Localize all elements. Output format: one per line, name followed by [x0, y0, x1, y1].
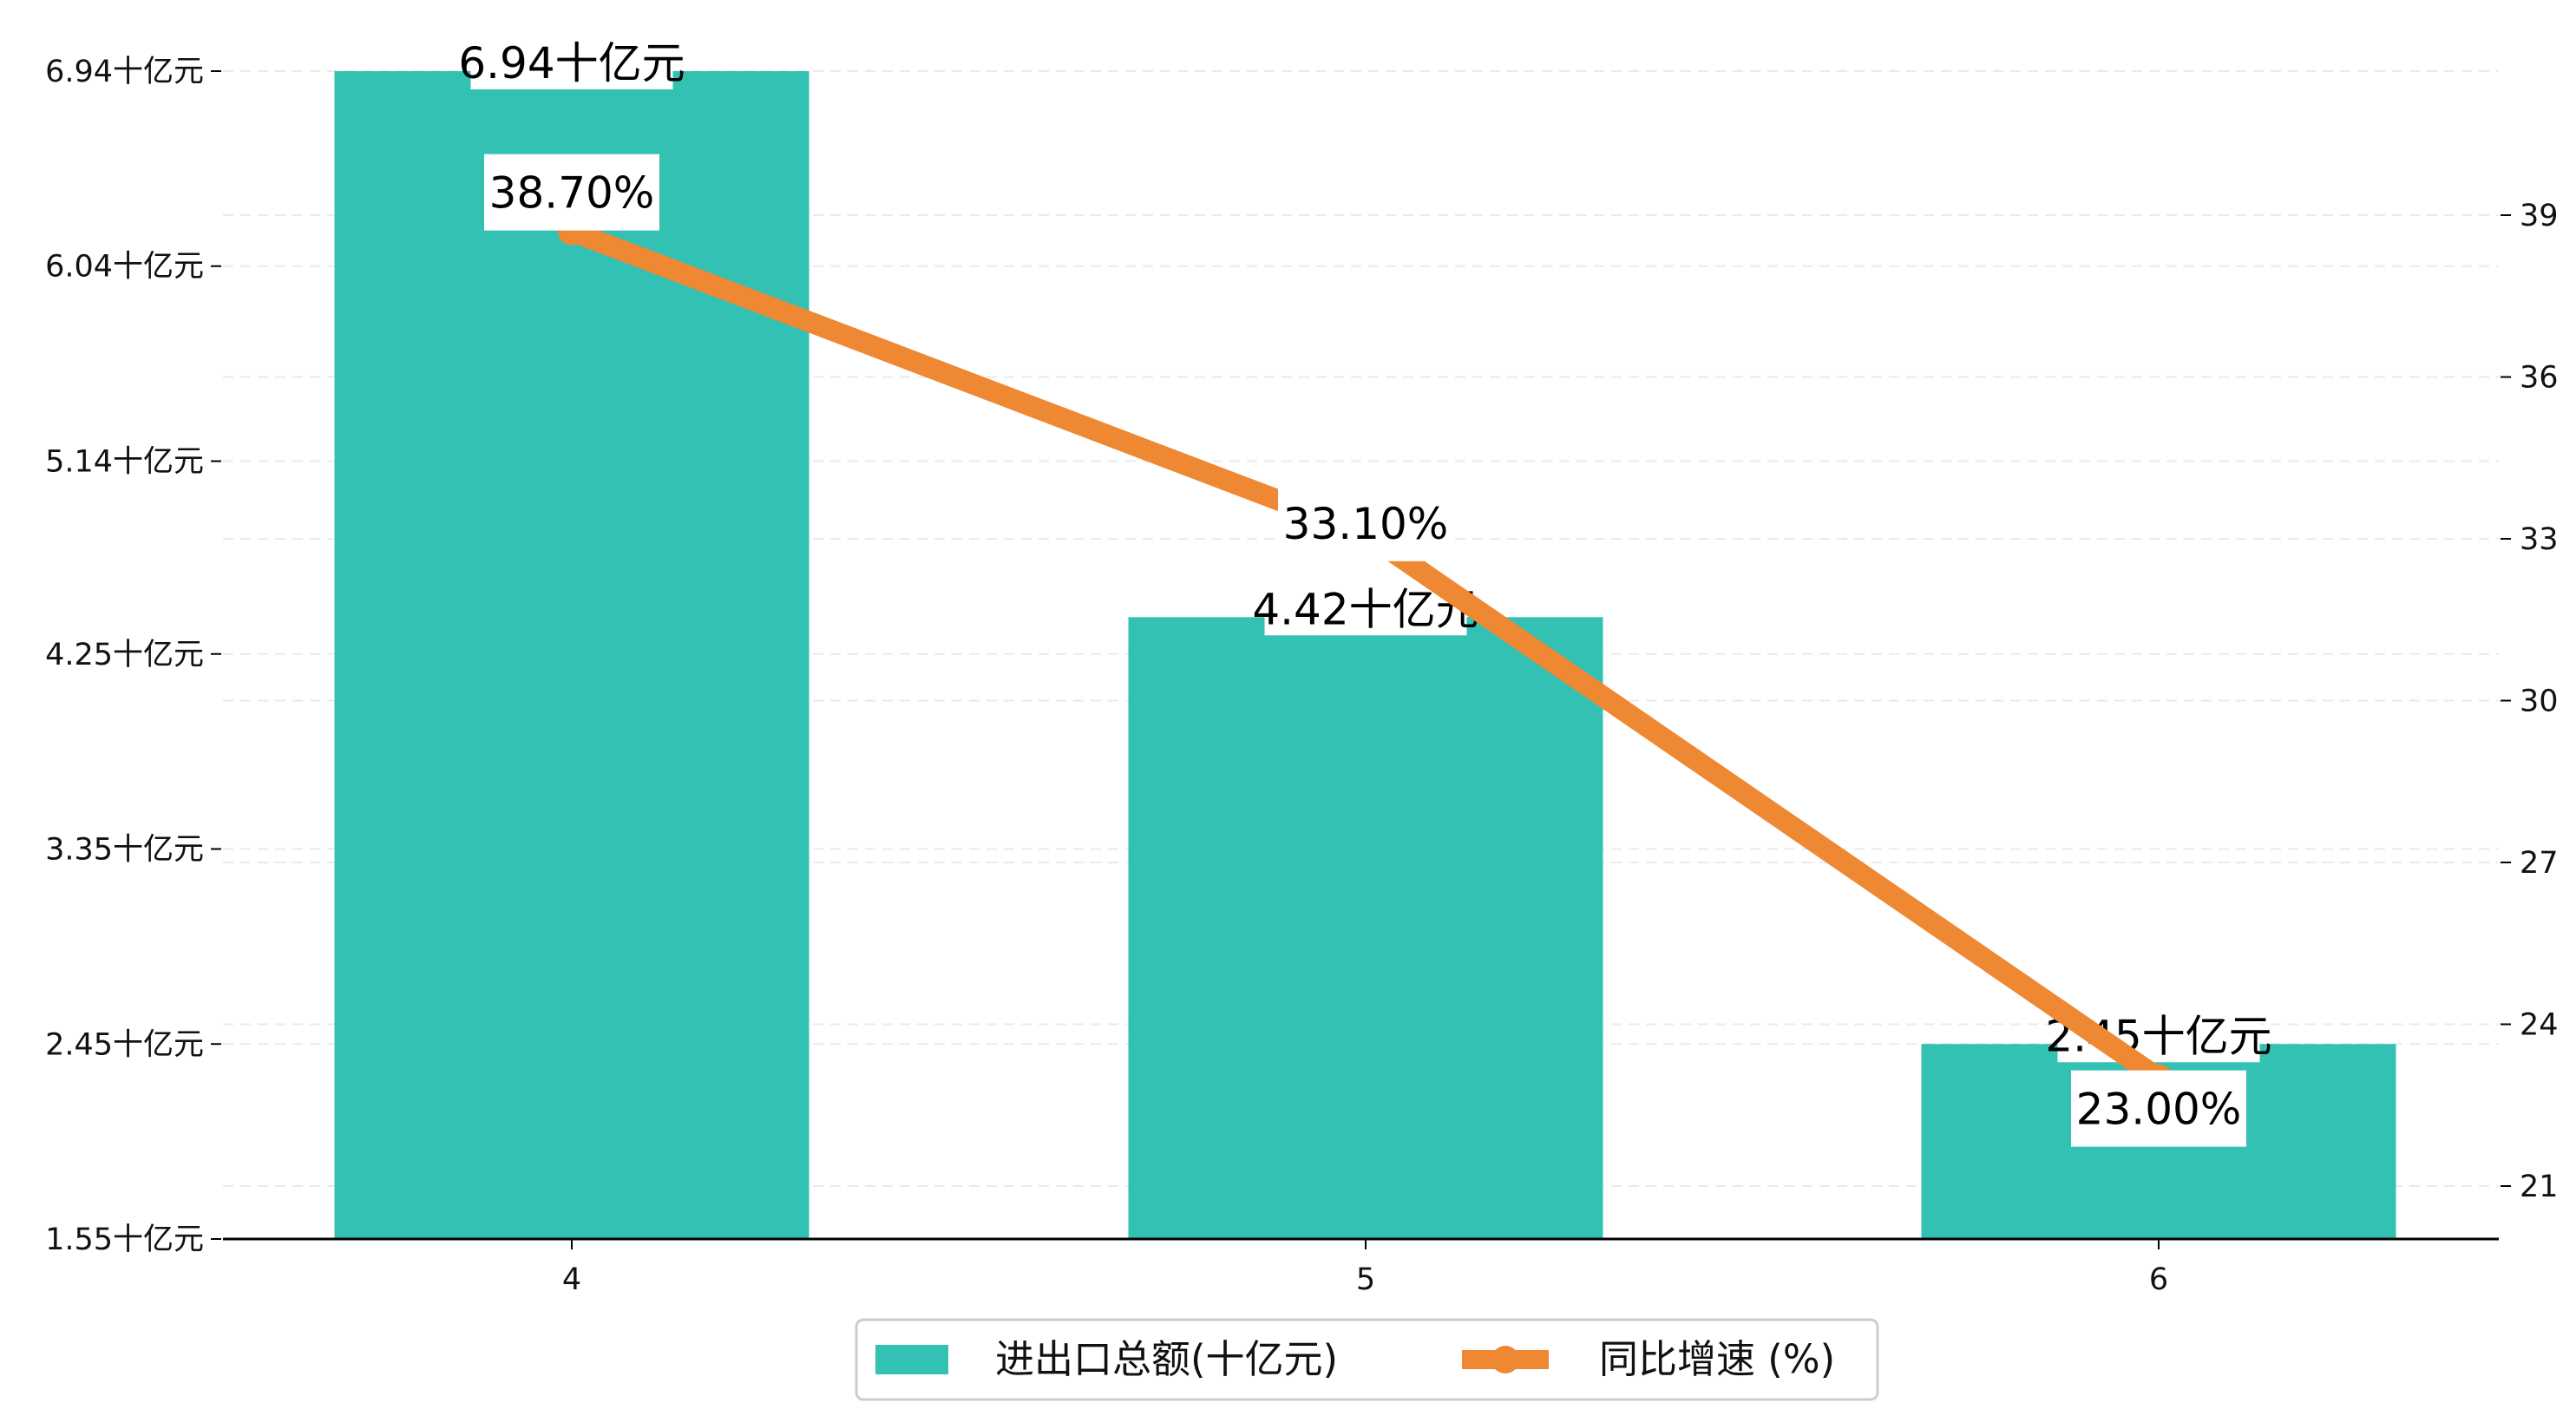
x-tick-label: 6 [2149, 1262, 2168, 1297]
y-left-tick-label: 6.94十亿元 [45, 55, 204, 89]
y-left-tick-label: 3.35十亿元 [45, 833, 204, 868]
bar-value-label: 6.94十亿元 [458, 36, 685, 89]
bar-4 [334, 71, 810, 1239]
bar-value-label-box [470, 36, 673, 89]
line-value-label-text: 23.00% [2076, 1085, 2242, 1135]
line-value-label: 33.10% [1278, 484, 1453, 561]
y-left-tick-label: 6.04十亿元 [45, 250, 204, 285]
legend-box [855, 1318, 1879, 1401]
y-right-tick-label: 39 [2520, 199, 2559, 233]
line-value-label: 38.70% [484, 154, 659, 231]
line-value-label-text: 38.70% [489, 168, 655, 219]
legend-swatch-bar [875, 1345, 948, 1374]
y-right-tick-label: 24 [2520, 1008, 2559, 1043]
y-left-tick-label: 2.45十亿元 [45, 1027, 204, 1062]
y-right-tick-label: 33 [2520, 522, 2559, 557]
legend-swatch-marker [1491, 1346, 1519, 1373]
bar-value-label-text: 6.94十亿元 [458, 38, 685, 88]
y-right-tick-label: 36 [2520, 361, 2559, 396]
y-left-tick-label: 5.14十亿元 [45, 444, 204, 479]
y-right-tick-label: 30 [2520, 685, 2559, 719]
line-value-label-box [484, 154, 659, 231]
y-left-tick-label: 1.55十亿元 [45, 1223, 204, 1257]
y-right-tick-label: 21 [2520, 1170, 2559, 1204]
legend-label-line: 同比增速 (%) [1599, 1336, 1835, 1382]
x-tick-label: 4 [562, 1262, 581, 1297]
line-value-label-box [2071, 1070, 2246, 1147]
line-value-label-text: 33.10% [1283, 499, 1449, 549]
bar-value-label: 4.42十亿元 [1252, 581, 1479, 636]
line-value-label-box [1278, 484, 1453, 561]
line-value-label: 23.00% [2071, 1070, 2246, 1147]
x-tick-label: 5 [1356, 1262, 1375, 1297]
y-right-tick-label: 27 [2520, 846, 2559, 881]
bar-5 [1128, 617, 1603, 1239]
line-data-labels: 38.70% 33.10% 23.00% [484, 154, 2246, 1147]
axes: 4 5 6 1.55十亿元 2.45十亿元 3.35十亿元 4.25十亿元 5.14十亿元 6.… [45, 55, 2558, 1297]
bar-series [334, 71, 2396, 1239]
legend: 进出口总额(十亿元) 同比增速 (%) [855, 1318, 1879, 1401]
legend-label-bar: 进出口总额(十亿元) [995, 1336, 1338, 1382]
y-left-tick-label: 4.25十亿元 [45, 638, 204, 672]
